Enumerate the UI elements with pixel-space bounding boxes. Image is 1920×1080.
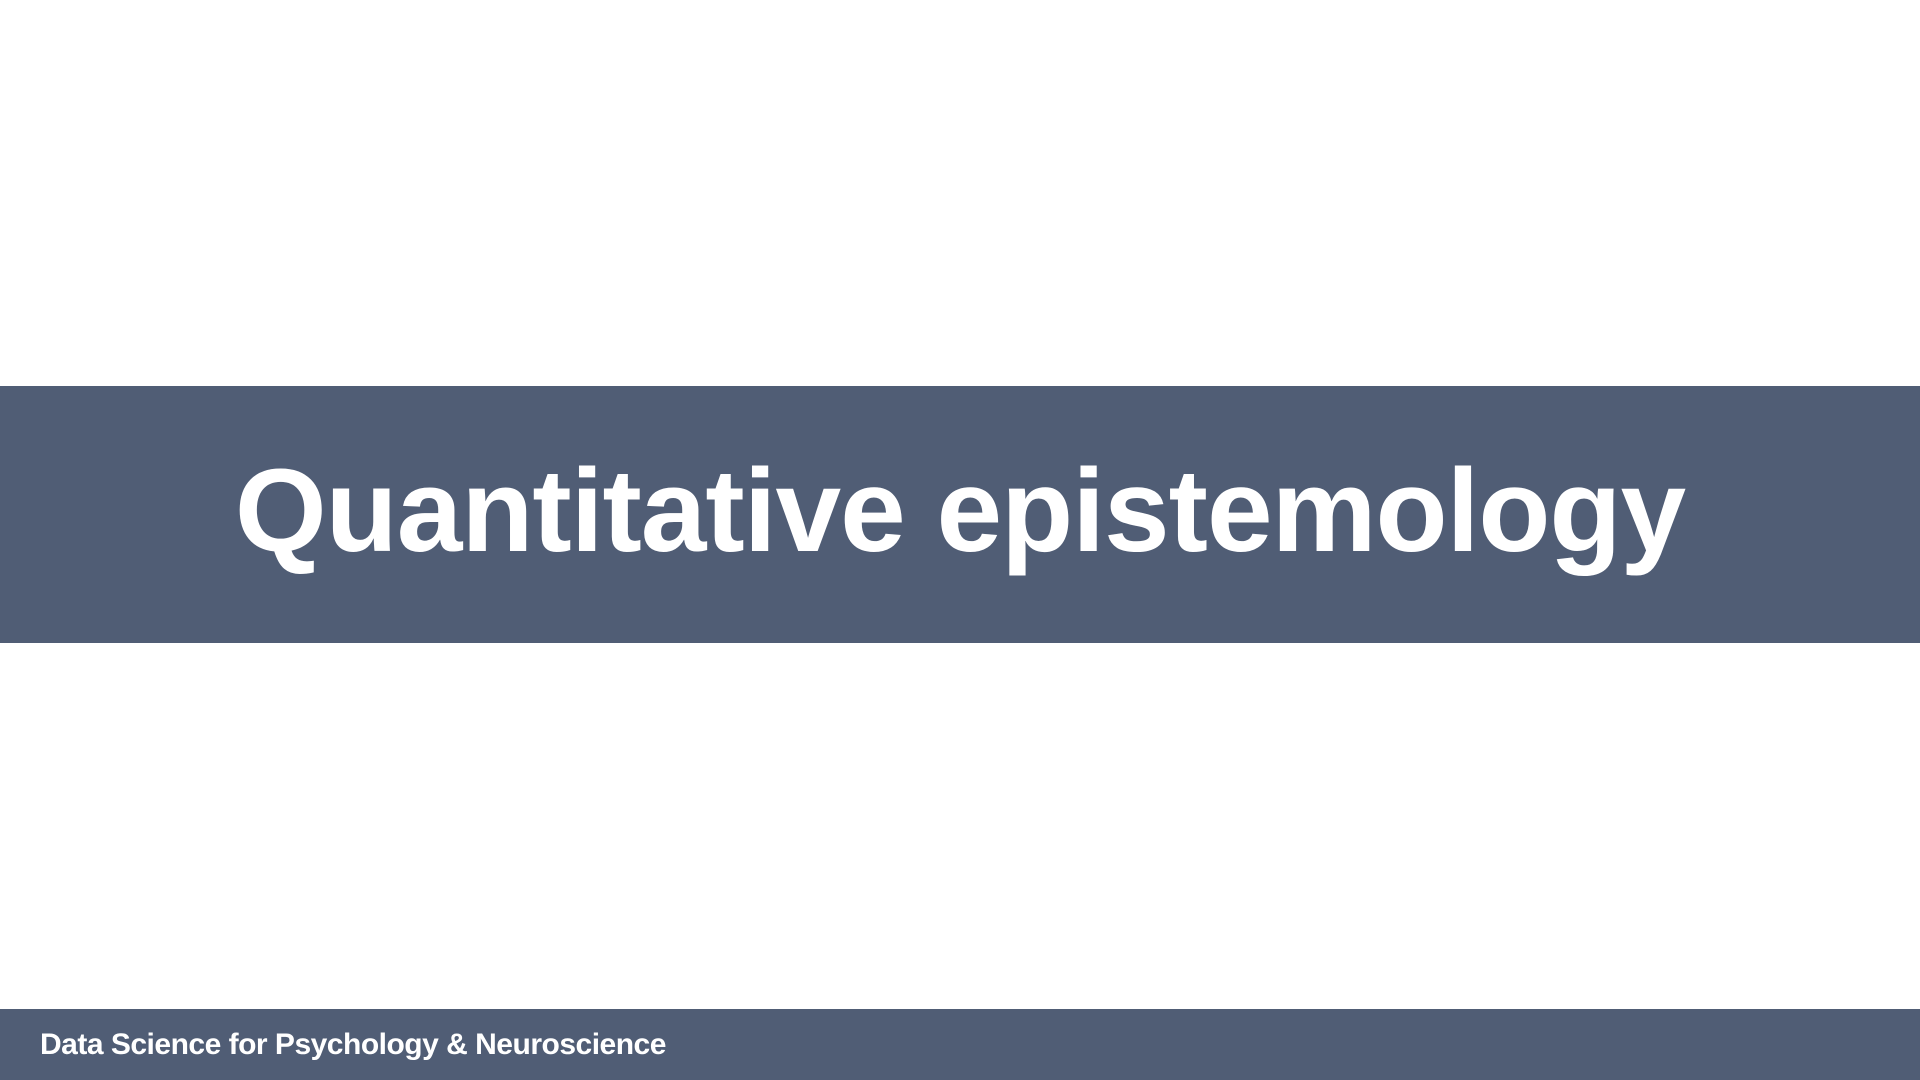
footer-course-title: Data Science for Psychology & Neuroscien… (40, 1027, 666, 1061)
slide-title: Quantitative epistemology (234, 444, 1686, 577)
title-band: Quantitative epistemology (0, 386, 1920, 643)
footer-band: Data Science for Psychology & Neuroscien… (0, 1009, 1920, 1080)
